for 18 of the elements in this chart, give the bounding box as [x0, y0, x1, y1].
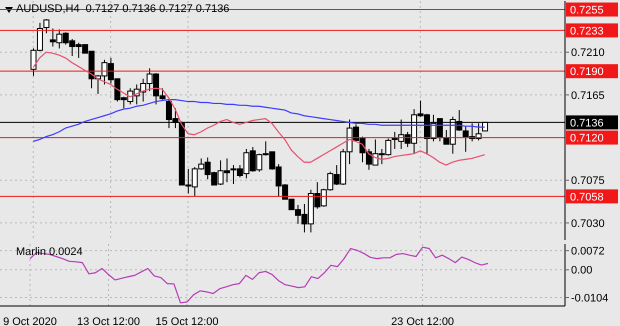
y-tick-label: 0.7165 — [571, 90, 605, 102]
y-tick-label: 0.7210 — [571, 47, 605, 60]
x-tick-label: 9 Oct 2020 — [3, 316, 57, 326]
x-tick-label: 15 Oct 12:00 — [156, 316, 219, 326]
ref-line-label: 0.7058 — [570, 191, 604, 204]
y-tick-label: 0.7030 — [571, 218, 605, 230]
ref-line-label: 0.7233 — [570, 25, 604, 38]
ref-line-label: 0.7136 — [570, 117, 604, 130]
y-tick-label: -0.0104 — [571, 292, 608, 304]
ref-line-label: 0.7190 — [570, 66, 604, 78]
y-tick-label: 0.00 — [571, 264, 592, 277]
y-tick-label: 0.7075 — [571, 175, 605, 188]
ref-line-label: 0.7255 — [570, 4, 604, 17]
x-tick-label: 23 Oct 12:00 — [391, 316, 454, 326]
y-tick-label: 0.0072 — [571, 246, 605, 258]
chart-title: Marlin 0.0024 — [16, 246, 83, 258]
ref-line-label: 0.7120 — [570, 132, 604, 145]
x-tick-label: 13 Oct 12:00 — [77, 316, 140, 326]
